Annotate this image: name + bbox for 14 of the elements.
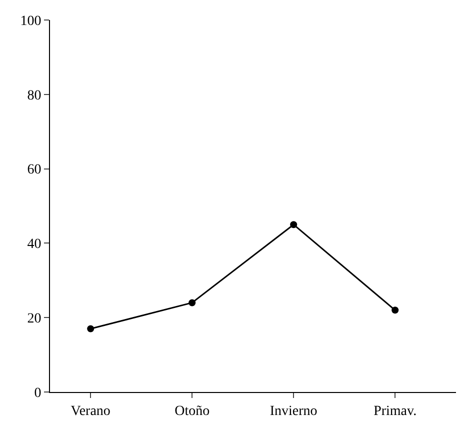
x-tick-label: Otoño [174,404,210,419]
point [290,221,298,228]
point [188,299,196,306]
y-tick-label: 0 [34,386,42,401]
y-tick-label: 80 [27,88,42,104]
x-tick-label: Verano [70,404,110,419]
y-tick-label: 40 [27,237,42,252]
y-tick-label: 20 [27,312,42,326]
point [392,306,399,314]
x-tick-label: Invierno [270,404,318,419]
point [87,325,94,332]
y-tick-label: 100 [20,14,42,29]
y-tick-label: 60 [27,162,42,178]
x-tick-label: Primav. [374,404,417,419]
